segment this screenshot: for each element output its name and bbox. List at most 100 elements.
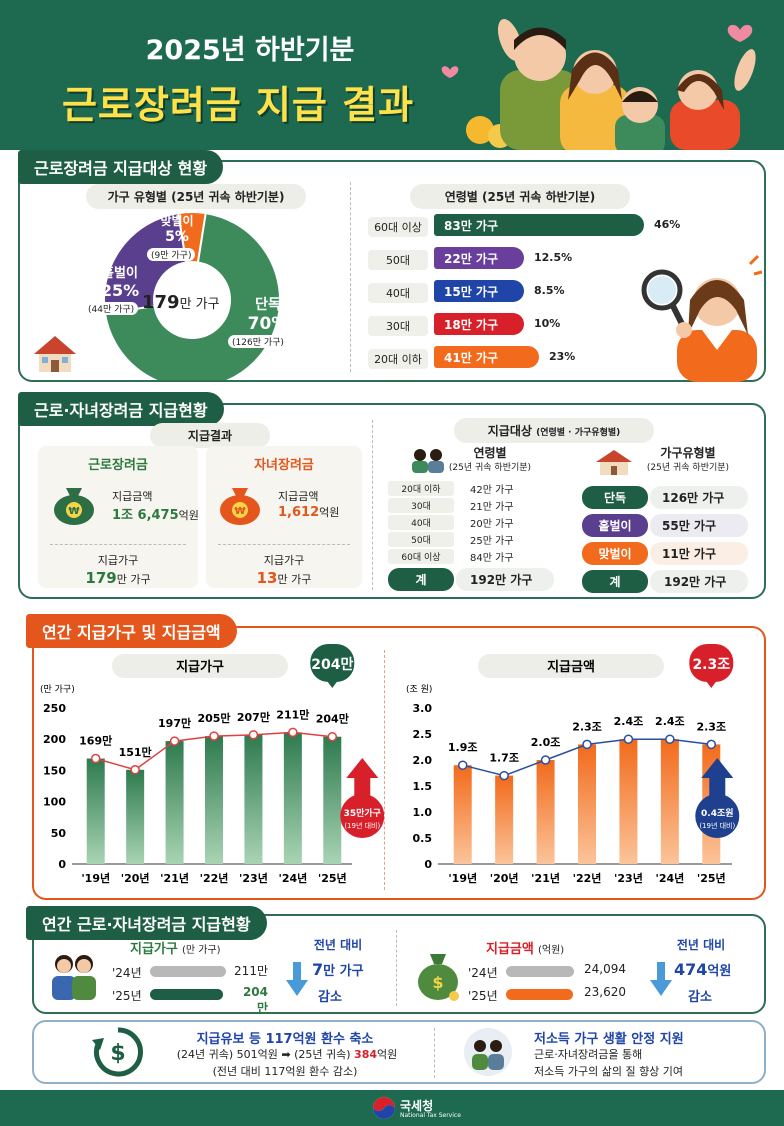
target-label: 지급대상 (연령별 · 가구유형별) (454, 418, 654, 443)
y-tick-label: 2.5 (413, 728, 433, 741)
bar-4 (619, 739, 638, 864)
x-tick-label: '24년 (655, 871, 684, 885)
x-tick-label: '21년 (160, 871, 189, 885)
y-tick-label: 1.5 (413, 780, 433, 793)
section4-title: 연간 근로·자녀장려금 지급현황 (26, 906, 267, 940)
target-age-row-label: 60대 이상 (388, 549, 454, 564)
target-age-row-label: 40대 (388, 515, 454, 530)
section4-divider (396, 930, 397, 1006)
section3-divider (384, 650, 385, 890)
down-arrow-icon (286, 962, 308, 996)
down-arrow-icon-2 (650, 962, 672, 996)
house-icon (34, 336, 76, 372)
bar-4 (244, 734, 263, 864)
green-money-bag-icon: ₩ (54, 488, 94, 525)
bar-1 (126, 769, 145, 864)
hh4-cmp-label: 전년 대비 (313, 938, 363, 952)
section5-panel (32, 1020, 766, 1084)
x-tick-label: '25년 (318, 871, 347, 885)
chart-title: 지급금액 (547, 660, 595, 675)
age-row-label: 40대 (368, 283, 428, 303)
target-type-tag: 홑벌이 (582, 514, 648, 537)
amt4-cmp-label: 전년 대비 (676, 938, 726, 952)
annotation-value: 35만가구 (344, 807, 381, 819)
x-tick-label: '22년 (573, 871, 602, 885)
header-title: 근로장려금 지급 결과 (61, 83, 415, 127)
dollar-bag-icon: $ (418, 954, 459, 1001)
data-label: 2.0조 (531, 736, 561, 749)
target-age-row-value: 84만 가구 (470, 553, 514, 564)
child-divider (218, 544, 350, 545)
age-bar: 18만 가구 (434, 313, 524, 335)
target-age-row-value: 25만 가구 (470, 536, 514, 547)
slice-label-dual: 맞벌이 5% (160, 214, 194, 245)
target-age-head: 연령별 (473, 446, 507, 460)
bar-1 (495, 775, 514, 864)
y-tick-label: 3.0 (413, 702, 433, 715)
target-age-sub: (25년 귀속 하반기분) (448, 463, 532, 473)
annotation-sub: (19년 대비) (699, 821, 735, 830)
bar-3 (205, 736, 223, 864)
type-total-label: 계 (582, 570, 648, 593)
age-pct: 10% (534, 317, 561, 330)
work-amount-label: 지급금액 (112, 490, 153, 503)
x-tick-label: '19년 (448, 871, 477, 885)
people-icon (412, 449, 444, 473)
age-row-label: 20대 이하 (368, 349, 428, 369)
section1-title: 근로장려금 지급대상 현황 (18, 150, 224, 184)
increase-arrow-icon (701, 758, 734, 798)
point-2 (540, 755, 551, 765)
age-label: 연령별 (25년 귀속 하반기분) (410, 184, 630, 209)
donut-center-value: 179만 가구 (142, 292, 220, 313)
age-pct: 46% (654, 218, 681, 231)
target-type-tag: 단독 (582, 486, 648, 509)
amt4-v25: 23,620 (584, 985, 626, 999)
hh4-y25: '25년 (112, 989, 142, 1003)
point-6 (706, 739, 717, 750)
target-type-sub: (25년 귀속 하반기분) (646, 463, 730, 473)
target-age-row-value: 21만 가구 (470, 502, 514, 513)
svg-text:$: $ (110, 1041, 125, 1066)
hh4-label: 지급가구 (만 가구) (130, 942, 221, 957)
point-0 (90, 753, 101, 764)
point-4 (248, 730, 259, 740)
section2-divider (372, 420, 373, 590)
target-type-value: 55만 가구 (650, 514, 748, 537)
result-label: 지급결과 (150, 423, 270, 448)
age-bar: 15만 가구 (434, 280, 524, 302)
slice-label-single-earner: 홑벌이 25% (100, 266, 140, 300)
target-age-row-label: 20대 이하 (388, 481, 454, 496)
y-tick-label: 2.0 (413, 754, 433, 767)
point-5 (665, 734, 675, 744)
point-0 (457, 760, 468, 770)
data-label: 2.4조 (614, 715, 644, 728)
slice-count-dual: (9만 가구) (147, 248, 196, 261)
target-age-row-value: 42만 가구 (470, 485, 514, 496)
couple-icon (52, 955, 96, 1000)
age-row-label: 50대 (368, 250, 428, 270)
amt4-v24: 24,094 (584, 962, 626, 976)
data-label: 204만 (316, 712, 349, 726)
x-tick-label: '23년 (239, 871, 268, 885)
household-type-label: 가구 유형별 (25년 귀속 하반기분) (86, 184, 306, 209)
header-subtitle: 2025년 하반기분 (145, 35, 355, 66)
chart-title: 지급가구 (176, 660, 224, 675)
data-label: 2.3조 (696, 720, 726, 733)
x-tick-label: '19년 (81, 871, 110, 885)
age-pct: 23% (549, 350, 576, 363)
child-hh: 13만 가구 (256, 569, 312, 587)
sec5-right-line2: 저소득 가구의 삶의 질 향상 기여 (534, 1065, 684, 1078)
household-bar-chart: 지급가구 (만 가구) 0 50 100 150 200 250 '19년 '20년 '21년 '22… (40, 644, 384, 885)
annotation-circle (340, 794, 384, 838)
amt4-label: 지급금액 (억원) (486, 942, 565, 957)
target-age-row-label: 30대 (388, 498, 454, 513)
amt4-y24: '24년 (468, 966, 498, 980)
age-bar: 83만 가구 (434, 214, 644, 236)
woman-magnifier-illustration (641, 254, 762, 382)
amount-bar-chart: 지급금액 (조 원) 0 0.5 1.0 1.5 2.0 2.5 3.0 '19년 '20년 '21년… (406, 644, 740, 885)
x-tick-label: '23년 (614, 871, 643, 885)
point-3 (209, 731, 219, 741)
point-2 (169, 736, 180, 746)
point-6 (327, 731, 338, 742)
point-1 (499, 770, 509, 781)
